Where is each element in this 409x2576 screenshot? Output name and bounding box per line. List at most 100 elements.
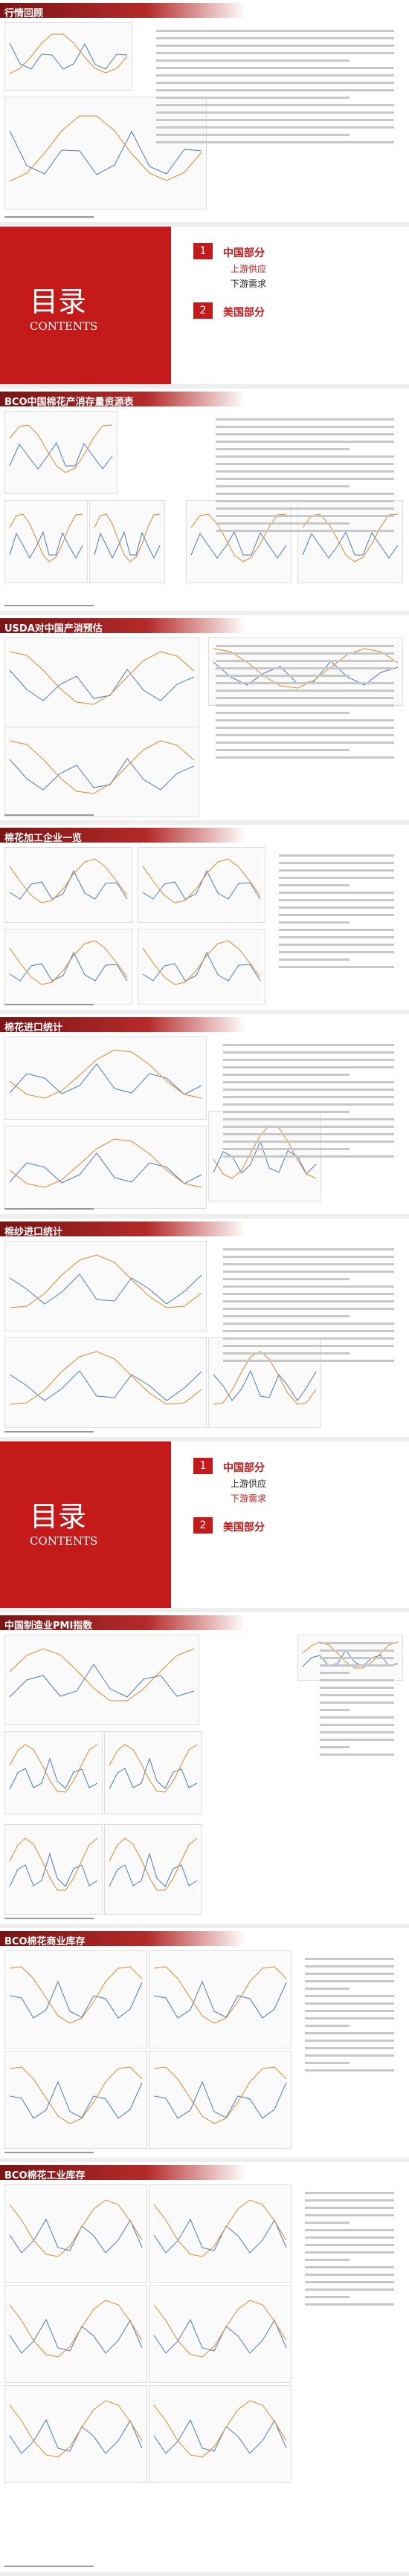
section-title: 棉花加工企业一览: [4, 833, 83, 844]
chart-image: [4, 97, 207, 210]
text-line: [279, 936, 394, 938]
text-line: [223, 1059, 394, 1061]
chart-image: [208, 637, 403, 706]
chart-image: [149, 2285, 292, 2383]
section-title: BCO棉花商业库存: [4, 1936, 86, 1947]
text-line: [216, 530, 394, 532]
sketch-line: [9, 651, 195, 705]
source-line: [4, 2152, 94, 2153]
text-line: [223, 1148, 350, 1150]
text-line: [279, 884, 350, 886]
sketch-line: [9, 2066, 143, 2124]
section-title: BCO棉花工业库存: [4, 2170, 86, 2181]
report-slide: 棉纱进口统计: [0, 1219, 409, 1441]
text-line: [320, 1724, 394, 1726]
text-line: [216, 727, 394, 729]
text-line: [156, 104, 394, 106]
text-line: [156, 52, 394, 54]
chart-sketch: [9, 940, 128, 985]
text-line: [223, 1337, 394, 1340]
sketch-line: [9, 1966, 143, 2024]
chart-sketch: [109, 1744, 198, 1793]
text-line: [305, 2054, 394, 2057]
chart-image: [4, 1036, 207, 1120]
chart-sketch: [153, 2300, 287, 2358]
item-label: 美国部分: [223, 1522, 265, 1534]
chart-image: [4, 1241, 207, 1331]
chart-image: [4, 2184, 147, 2283]
text-line: [223, 1300, 394, 1302]
sketch-line: [9, 1370, 202, 1401]
source-line: [4, 1918, 94, 1919]
contents-subtitle: CONTENTS: [30, 1534, 98, 1548]
text-line: [279, 906, 394, 909]
text-line: [216, 690, 394, 692]
text-line: [223, 1315, 350, 1317]
text-line: [223, 1360, 394, 1362]
text-line: [223, 1133, 394, 1135]
chart-sketch: [213, 1351, 317, 1405]
text-line: [320, 1739, 394, 1741]
sub-item: 上游供应: [231, 1479, 267, 1489]
sketch-line: [153, 2418, 287, 2454]
text-line: [216, 515, 394, 517]
chart-sketch: [9, 2300, 143, 2358]
source-line: [4, 216, 94, 218]
contents-title: 目录: [30, 285, 87, 318]
text-line: [279, 892, 394, 894]
text-line: [216, 463, 394, 465]
sketch-line: [142, 951, 261, 982]
sketch-line: [153, 2080, 287, 2119]
report-slide: BCO棉花工业库存: [0, 2162, 409, 2576]
text-line: [305, 2274, 394, 2276]
text-line: [305, 2192, 394, 2194]
sketch-line: [9, 858, 128, 903]
text-line: [156, 37, 394, 39]
sketch-line: [9, 2218, 143, 2254]
text-line: [305, 1958, 394, 1960]
text-line: [156, 126, 394, 129]
section-title: 行情回顾: [4, 8, 44, 19]
sketch-line: [213, 1125, 317, 1179]
text-line: [305, 2281, 394, 2283]
sketch-line: [9, 1049, 202, 1099]
sketch-line: [9, 1980, 143, 2019]
chart-sketch: [9, 651, 195, 705]
chart-sketch: [153, 2066, 287, 2124]
text-line: [216, 433, 394, 435]
item-label: 中国部分: [223, 247, 265, 259]
chart-sketch: [94, 513, 161, 562]
report-slide: BCO棉花商业库存: [0, 1928, 409, 2162]
text-line: [320, 1642, 394, 1644]
section-title: BCO中国棉花产消存量资源表: [4, 397, 134, 408]
sketch-line: [9, 869, 128, 900]
chart-image: [4, 727, 199, 817]
text-line: [156, 97, 350, 99]
text-line: [320, 1657, 394, 1659]
sketch-line: [9, 940, 128, 985]
sketch-line: [142, 858, 261, 903]
text-line: [305, 2017, 394, 2019]
sketch-line: [190, 513, 287, 562]
text-line: [305, 2259, 350, 2261]
text-line: [216, 749, 350, 751]
text-line: [216, 522, 350, 525]
chart-image: [4, 1126, 207, 1209]
text-line: [305, 2047, 394, 2049]
chart-image: [4, 847, 132, 923]
text-line: [156, 111, 394, 114]
text-line: [223, 1141, 394, 1143]
text-line: [156, 30, 394, 32]
sub-item: 下游需求: [231, 1493, 267, 1504]
text-line: [305, 2010, 394, 2012]
chart-sketch: [9, 1744, 98, 1793]
sketch-line: [153, 2400, 287, 2458]
chart-sketch: [213, 648, 399, 689]
text-line: [216, 697, 394, 699]
text-line: [320, 1709, 350, 1711]
text-line: [320, 1694, 394, 1696]
sketch-line: [213, 1351, 317, 1405]
text-line: [223, 1345, 394, 1347]
text-line: [223, 1293, 394, 1295]
chart-image: [4, 1824, 103, 1915]
